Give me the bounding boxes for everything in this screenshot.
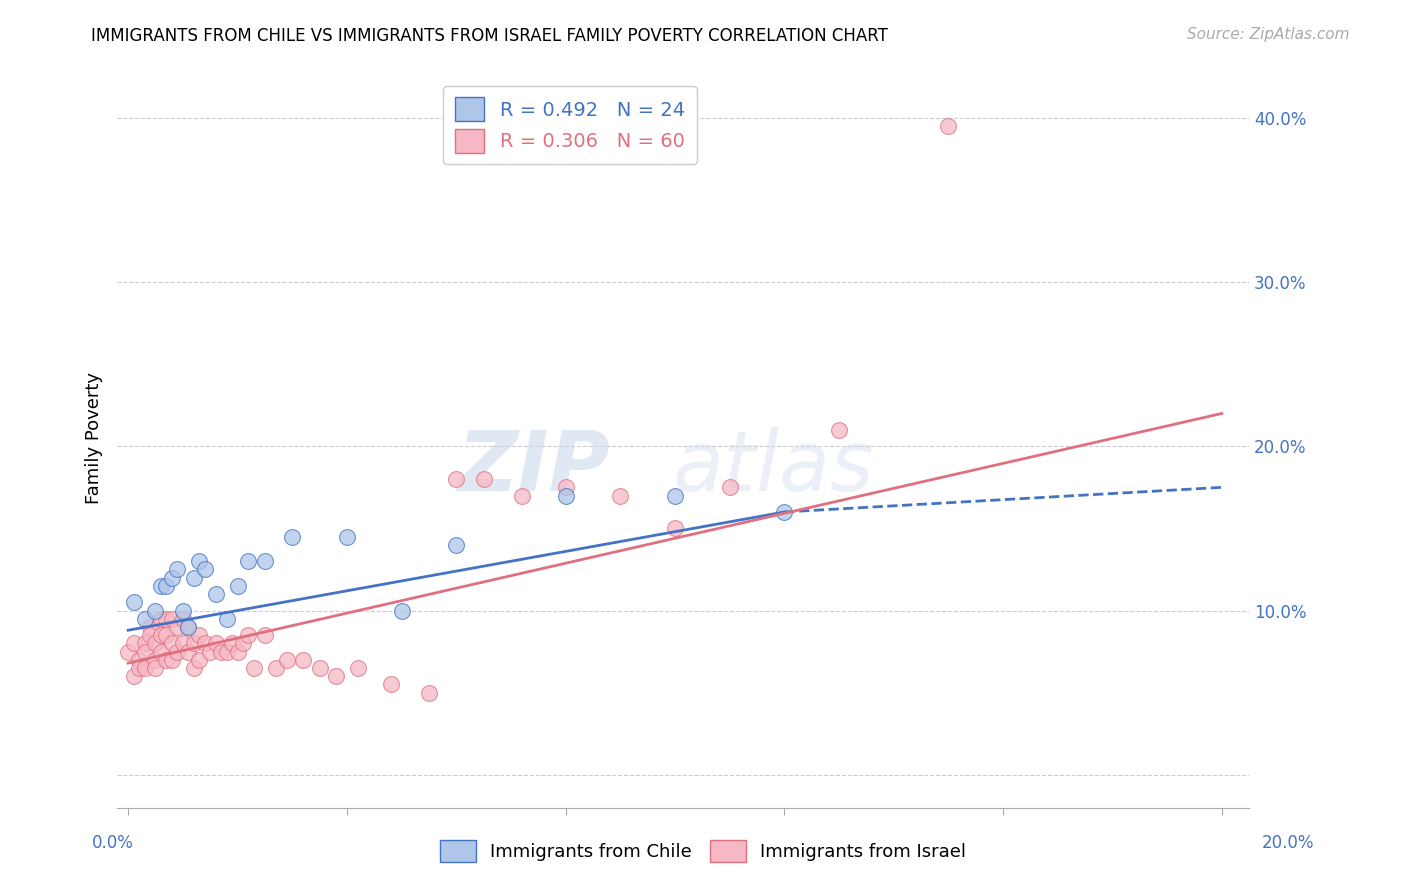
Point — [194, 636, 217, 650]
Point — [264, 661, 287, 675]
Point — [155, 612, 177, 626]
Point — [226, 644, 249, 658]
Point — [226, 579, 249, 593]
Point — [276, 653, 298, 667]
Point — [204, 636, 226, 650]
Point — [346, 661, 368, 675]
Point — [773, 505, 796, 519]
Point — [510, 489, 533, 503]
Point — [188, 628, 211, 642]
Point — [122, 595, 145, 609]
Point — [664, 521, 686, 535]
Text: ZIP: ZIP — [457, 427, 610, 508]
Point — [232, 636, 254, 650]
Point — [664, 489, 686, 503]
Point — [446, 472, 468, 486]
Point — [145, 661, 167, 675]
Point — [155, 628, 177, 642]
Point — [253, 554, 276, 568]
Point — [177, 620, 200, 634]
Legend: R = 0.492   N = 24, R = 0.306   N = 60: R = 0.492 N = 24, R = 0.306 N = 60 — [443, 86, 696, 164]
Point — [472, 472, 495, 486]
Point — [718, 480, 741, 494]
Point — [177, 644, 200, 658]
Point — [215, 612, 238, 626]
Point — [122, 636, 145, 650]
Point — [145, 603, 167, 617]
Point — [391, 603, 413, 617]
Point — [160, 612, 183, 626]
Point — [204, 587, 226, 601]
Text: 0.0%: 0.0% — [91, 834, 134, 852]
Point — [292, 653, 315, 667]
Point — [183, 661, 205, 675]
Point — [149, 644, 172, 658]
Point — [160, 636, 183, 650]
Point — [609, 489, 631, 503]
Point — [172, 636, 194, 650]
Point — [134, 636, 156, 650]
Point — [188, 653, 211, 667]
Point — [336, 530, 359, 544]
Text: 20.0%: 20.0% — [1263, 834, 1315, 852]
Point — [177, 620, 200, 634]
Point — [139, 628, 162, 642]
Point — [128, 661, 150, 675]
Point — [418, 686, 440, 700]
Point — [554, 489, 576, 503]
Point — [325, 669, 347, 683]
Point — [155, 653, 177, 667]
Point — [122, 669, 145, 683]
Point — [145, 653, 167, 667]
Point — [183, 636, 205, 650]
Point — [128, 653, 150, 667]
Point — [145, 636, 167, 650]
Point — [221, 636, 243, 650]
Point — [828, 423, 851, 437]
Legend: Immigrants from Chile, Immigrants from Israel: Immigrants from Chile, Immigrants from I… — [432, 833, 974, 870]
Point — [149, 612, 172, 626]
Point — [198, 644, 221, 658]
Point — [183, 571, 205, 585]
Point — [166, 562, 188, 576]
Point — [243, 661, 266, 675]
Point — [446, 538, 468, 552]
Point — [238, 628, 260, 642]
Point — [554, 480, 576, 494]
Point — [149, 579, 172, 593]
Text: Source: ZipAtlas.com: Source: ZipAtlas.com — [1187, 27, 1350, 42]
Point — [134, 661, 156, 675]
Point — [166, 644, 188, 658]
Point — [139, 620, 162, 634]
Point — [281, 530, 304, 544]
Point — [380, 677, 402, 691]
Point — [215, 644, 238, 658]
Point — [117, 644, 139, 658]
Point — [160, 571, 183, 585]
Point — [194, 562, 217, 576]
Text: atlas: atlas — [673, 427, 875, 508]
Point — [938, 119, 960, 133]
Point — [308, 661, 330, 675]
Point — [172, 612, 194, 626]
Point — [209, 644, 232, 658]
Point — [134, 644, 156, 658]
Point — [238, 554, 260, 568]
Point — [253, 628, 276, 642]
Point — [166, 620, 188, 634]
Text: IMMIGRANTS FROM CHILE VS IMMIGRANTS FROM ISRAEL FAMILY POVERTY CORRELATION CHART: IMMIGRANTS FROM CHILE VS IMMIGRANTS FROM… — [91, 27, 889, 45]
Point — [155, 579, 177, 593]
Point — [149, 628, 172, 642]
Point — [188, 554, 211, 568]
Y-axis label: Family Poverty: Family Poverty — [86, 372, 103, 504]
Point — [172, 603, 194, 617]
Point — [160, 653, 183, 667]
Point — [134, 612, 156, 626]
